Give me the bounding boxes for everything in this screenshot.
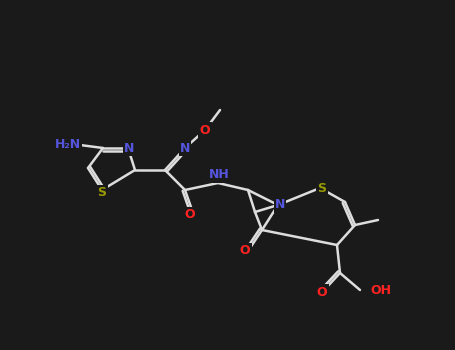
Text: N: N: [180, 141, 190, 154]
Text: S: S: [318, 182, 327, 195]
Text: N: N: [275, 198, 285, 211]
Text: N: N: [124, 141, 134, 154]
Text: O: O: [240, 245, 250, 258]
Text: O: O: [185, 209, 195, 222]
Text: H₂N: H₂N: [55, 139, 81, 152]
Text: S: S: [97, 187, 106, 199]
Text: O: O: [317, 286, 327, 299]
Text: OH: OH: [370, 284, 391, 296]
Text: NH: NH: [209, 168, 229, 182]
Text: O: O: [200, 124, 210, 136]
